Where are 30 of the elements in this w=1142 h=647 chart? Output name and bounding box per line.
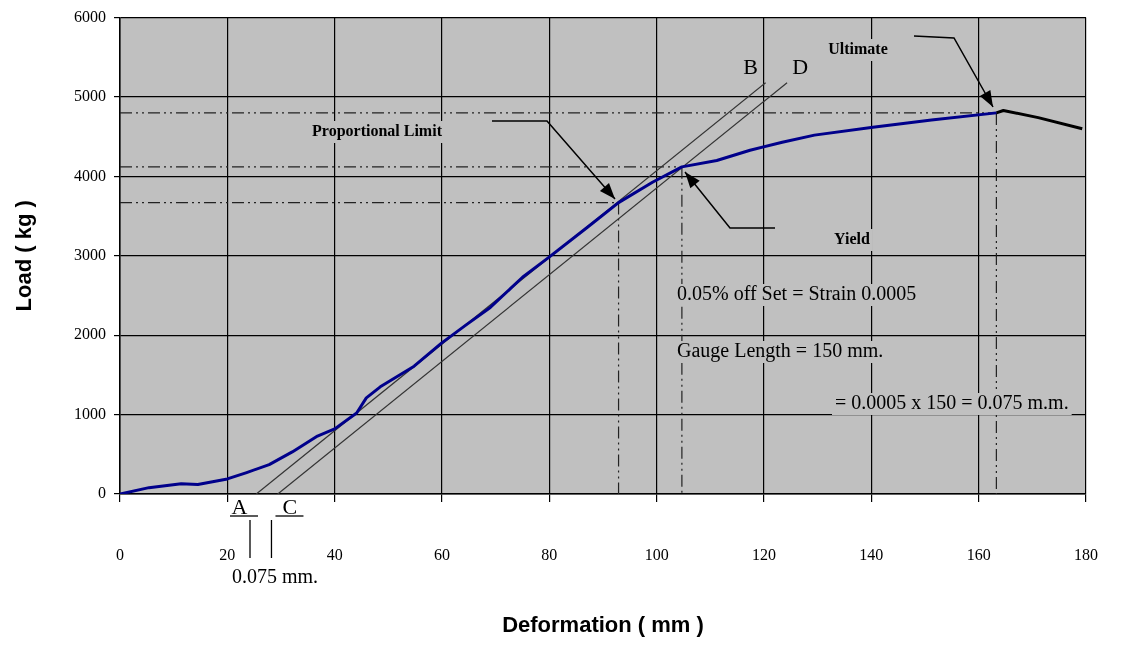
y-tick-label: 1000 [74, 404, 106, 422]
y-tick-label: 5000 [74, 87, 106, 105]
annotation: = 0.0005 x 150 = 0.075 m.m. [835, 391, 1069, 414]
annotation: Gauge Length = 150 mm. [677, 339, 884, 363]
x-tick-label: 80 [541, 545, 558, 563]
annotation: Proportional Limit [312, 122, 443, 141]
x-tick-label: 180 [1074, 545, 1098, 563]
x-axis-title: Deformation ( mm ) [502, 611, 704, 637]
text: 0.075 mm. [232, 565, 319, 588]
x-tick-label: 40 [326, 545, 343, 563]
annotation: 0.05% off Set = Strain 0.0005 [677, 282, 917, 305]
annotation: Yield [834, 230, 871, 248]
annotation: Ultimate [828, 40, 888, 58]
x-tick-label: 60 [434, 545, 450, 563]
x-tick-label: 120 [752, 545, 776, 563]
annotation: A [231, 493, 248, 519]
y-tick-label: 3000 [74, 246, 106, 263]
x-tick-label: 100 [644, 545, 669, 563]
x-tick-label: 0 [116, 545, 124, 563]
annotation: D [792, 54, 809, 80]
y-tick-label: 2000 [74, 325, 106, 343]
annotation: B [743, 54, 758, 80]
y-axis-title: Load ( kg ) [11, 200, 37, 312]
y-tick-label: 0 [98, 484, 106, 502]
y-tick-label: 4000 [74, 166, 106, 184]
y-tick-label: 6000 [74, 7, 106, 25]
x-tick-label: 20 [219, 545, 236, 563]
x-tick-label: 160 [966, 545, 991, 563]
x-tick-label: 140 [859, 545, 884, 563]
annotation: C [282, 493, 298, 519]
